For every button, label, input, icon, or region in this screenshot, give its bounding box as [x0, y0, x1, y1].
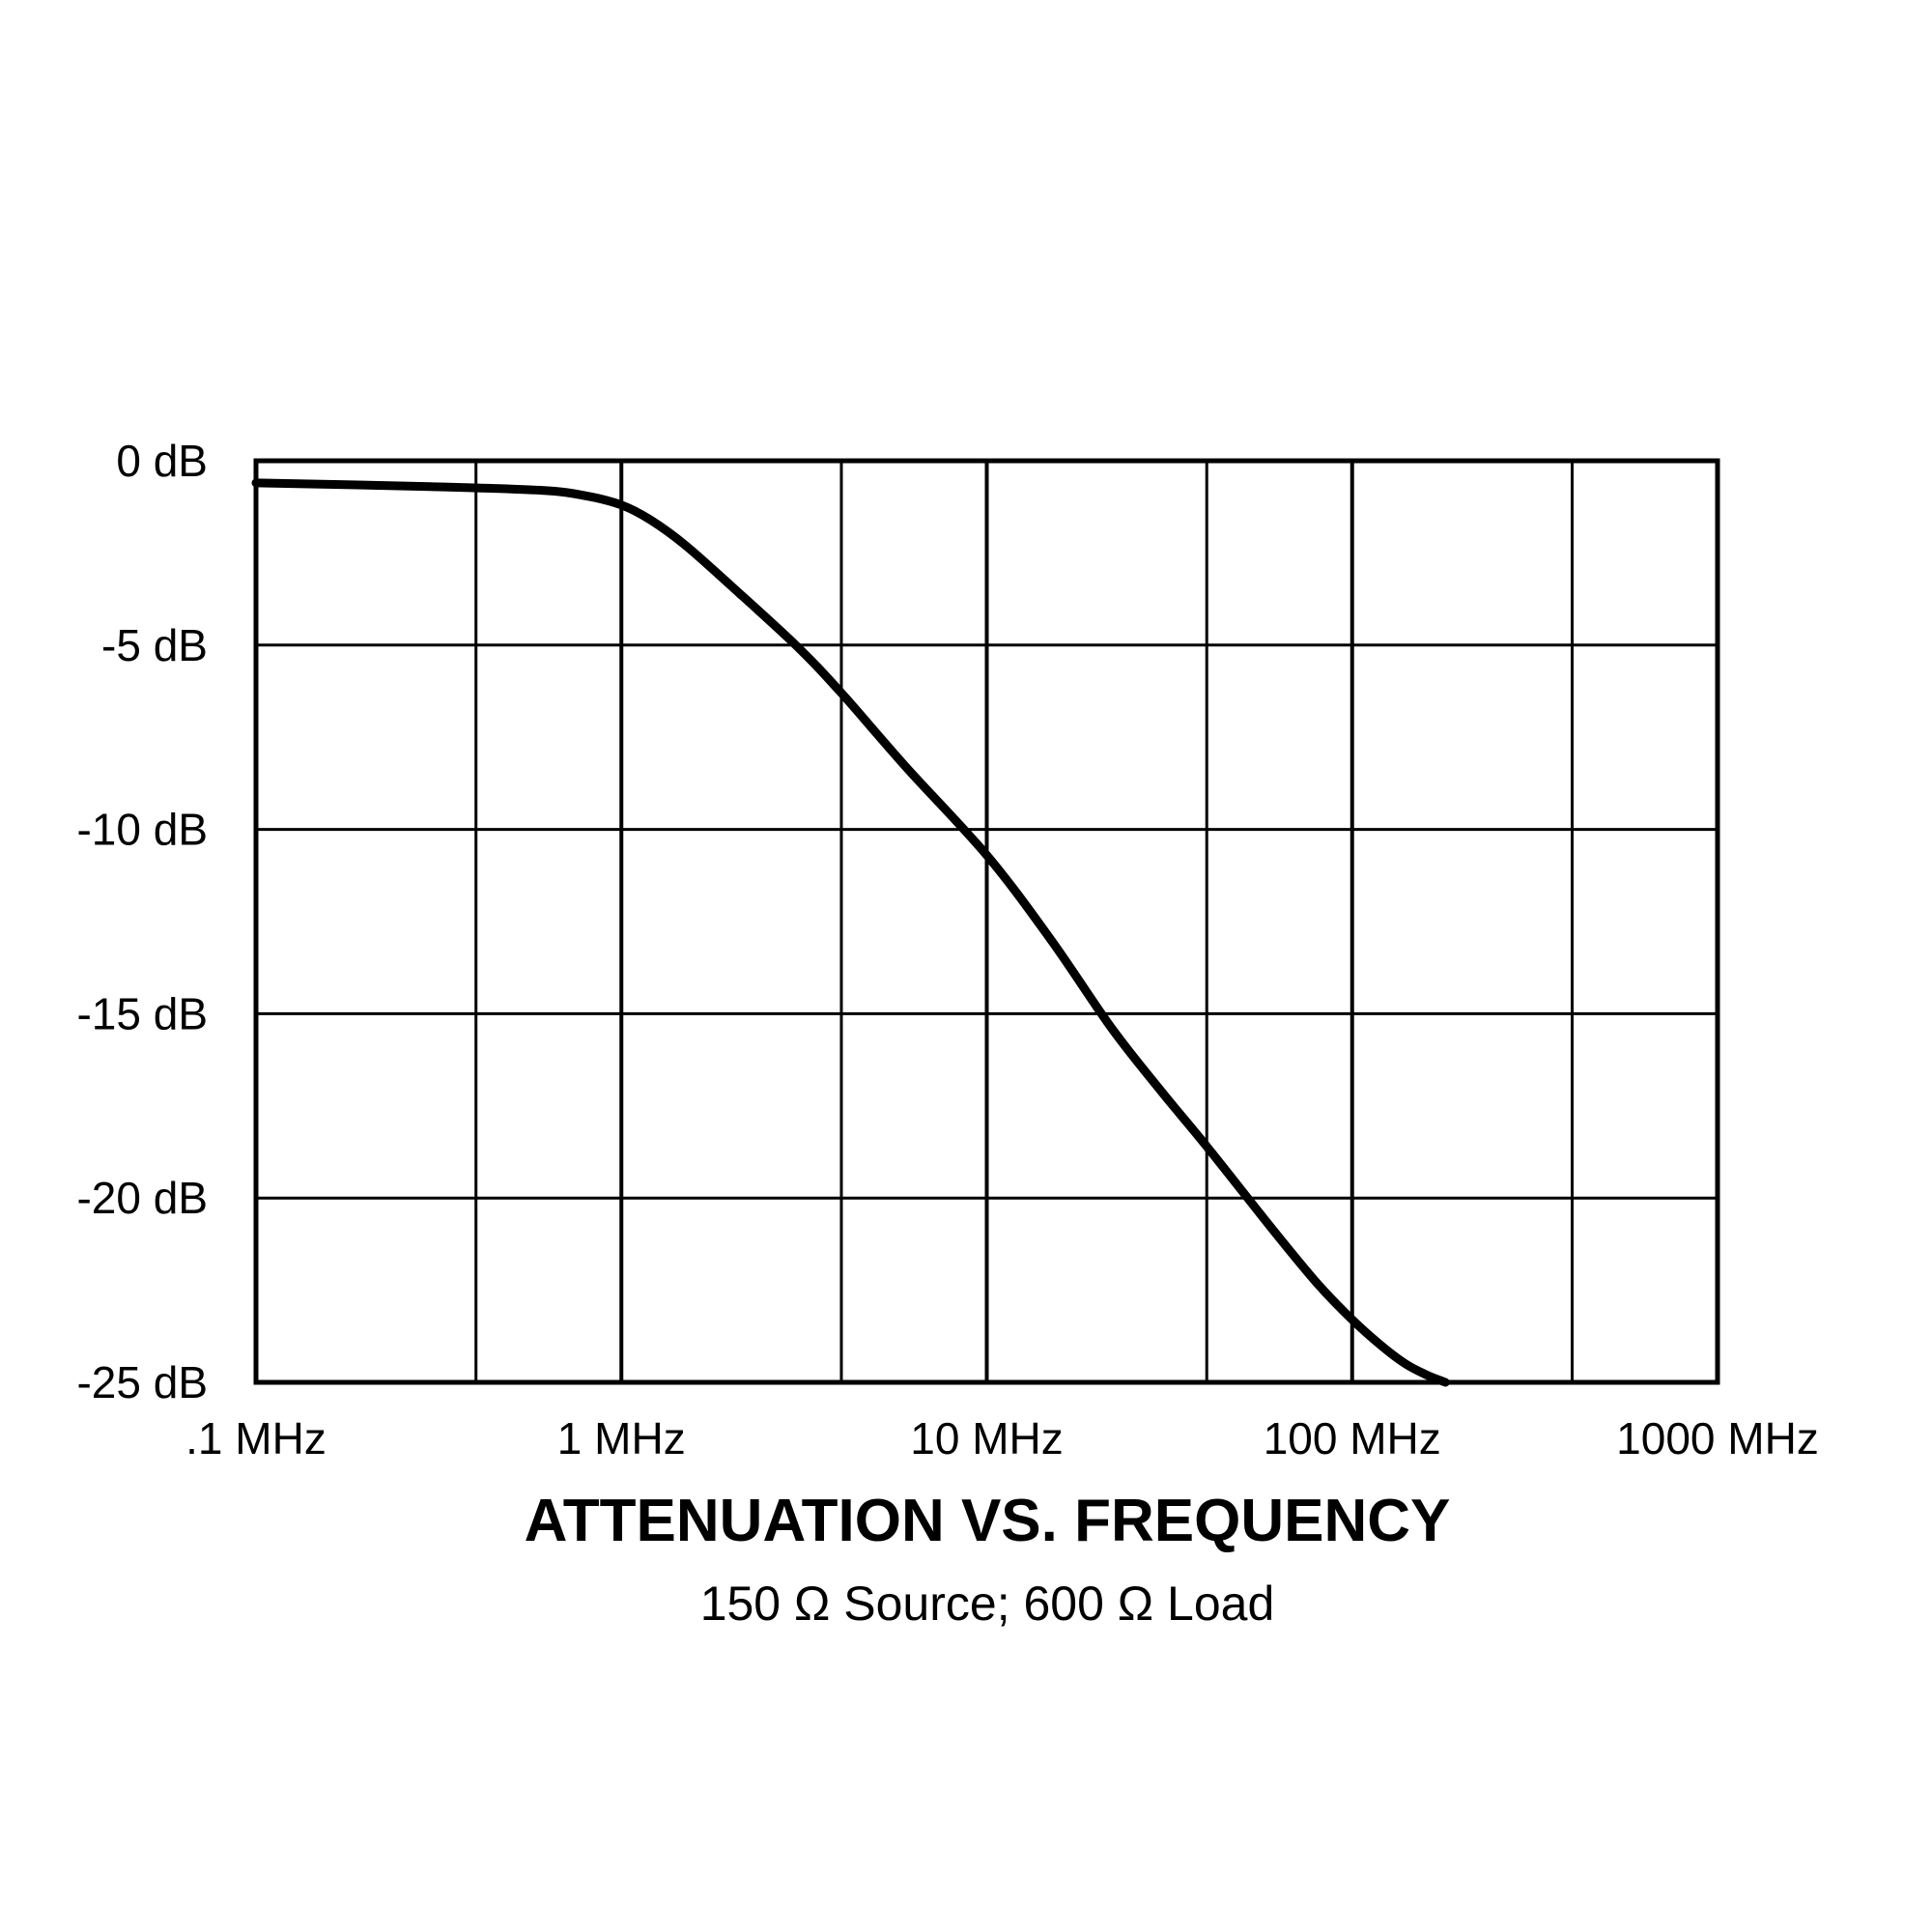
attenuation-curve	[251, 478, 1450, 1387]
x-tick-label: 1 MHz	[557, 1413, 686, 1463]
x-tick-label: 100 MHz	[1264, 1413, 1441, 1463]
y-tick-label: -10 dB	[76, 805, 208, 855]
x-tick-label: 1000 MHz	[1616, 1413, 1819, 1463]
y-tick-label: -15 dB	[76, 988, 208, 1038]
x-tick-label: 10 MHz	[910, 1413, 1063, 1463]
y-tick-label: -25 dB	[76, 1357, 208, 1407]
x-tick-label: .1 MHz	[185, 1413, 327, 1463]
y-tick-label: -20 dB	[76, 1173, 208, 1223]
chart-subtitle: 150 Ω Source; 600 Ω Load	[700, 1577, 1275, 1631]
grid	[254, 459, 1719, 1384]
plot-frame	[253, 458, 1720, 1385]
chart-title: ATTENUATION VS. FREQUENCY	[525, 1488, 1451, 1554]
tick-labels: 0 dB -5 dB -10 dB -15 dB -20 dB -25 dB .1 MHz 1…	[76, 436, 1818, 1463]
y-tick-label: 0 dB	[116, 436, 208, 486]
series-layer	[251, 478, 1450, 1387]
y-tick-label: -5 dB	[101, 620, 208, 670]
